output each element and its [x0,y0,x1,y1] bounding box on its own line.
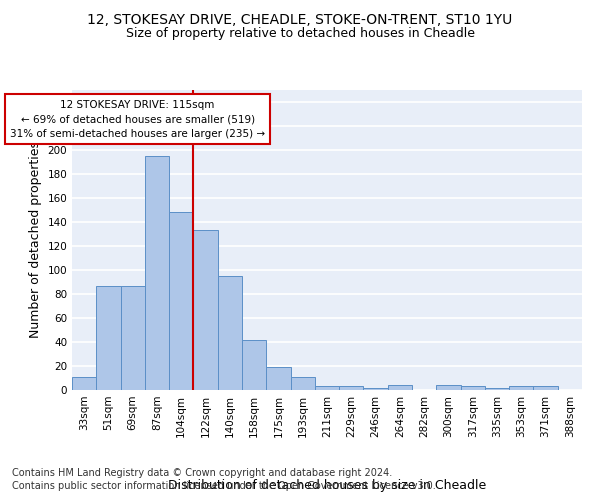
Bar [266,367,290,390]
Bar [388,385,412,390]
Text: Contains public sector information licensed under the Open Government Licence v3: Contains public sector information licen… [12,481,436,491]
Y-axis label: Number of detached properties: Number of detached properties [29,142,42,338]
Text: Contains HM Land Registry data © Crown copyright and database right 2024.: Contains HM Land Registry data © Crown c… [12,468,392,477]
Bar [485,388,509,390]
Bar [169,212,193,390]
Bar [533,386,558,390]
Text: 12, STOKESAY DRIVE, CHEADLE, STOKE-ON-TRENT, ST10 1YU: 12, STOKESAY DRIVE, CHEADLE, STOKE-ON-TR… [88,12,512,26]
Bar [96,286,121,390]
Bar [339,386,364,390]
Text: Size of property relative to detached houses in Cheadle: Size of property relative to detached ho… [125,28,475,40]
Bar [509,386,533,390]
Bar [121,286,145,390]
Bar [242,340,266,390]
Bar [364,388,388,390]
Bar [218,276,242,390]
Bar [315,386,339,390]
Bar [436,385,461,390]
Bar [193,230,218,390]
Text: 12 STOKESAY DRIVE: 115sqm
← 69% of detached houses are smaller (519)
31% of semi: 12 STOKESAY DRIVE: 115sqm ← 69% of detac… [10,100,265,139]
Bar [145,156,169,390]
X-axis label: Distribution of detached houses by size in Cheadle: Distribution of detached houses by size … [168,478,486,492]
Bar [72,377,96,390]
Bar [461,386,485,390]
Bar [290,377,315,390]
